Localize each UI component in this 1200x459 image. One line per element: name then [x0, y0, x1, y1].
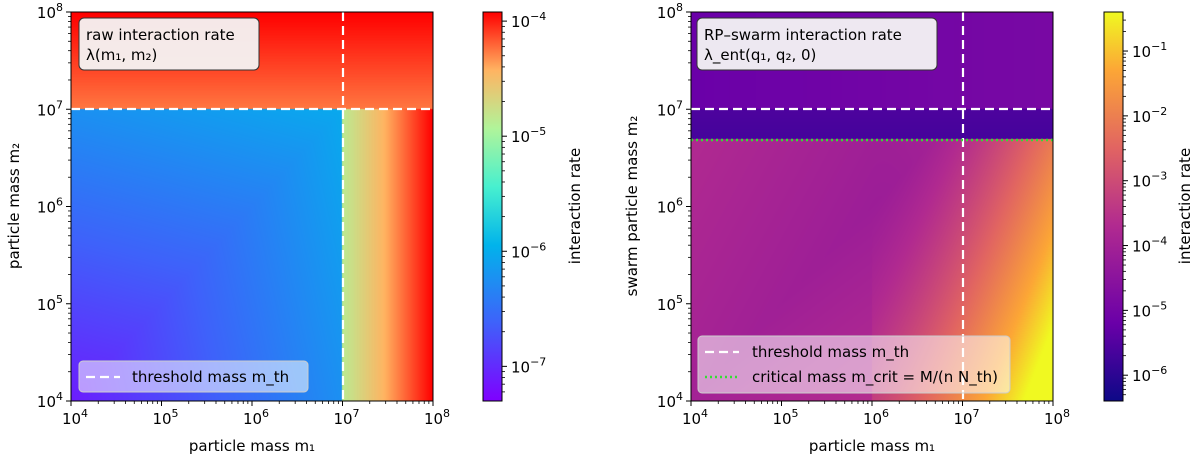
y-tick-label: 106 — [37, 196, 63, 217]
xlabel-left: particle mass m₁ — [189, 437, 315, 455]
colorbar-tick-label: 10−4 — [511, 10, 546, 31]
legend-right: threshold mass m_th critical mass m_crit… — [697, 335, 1011, 394]
annotation-right-line2: λ_ent(q₁, q₂, 0) — [704, 46, 816, 65]
colorbar-tick-label: 10−7 — [511, 355, 546, 376]
heatmap-left — [71, 12, 433, 401]
ylabel-left: particle mass m₂ — [5, 143, 23, 269]
legend-right-label-critical: critical mass m_crit = M/(n N_th) — [752, 368, 998, 387]
ticks-left: 104 105 106 107 108 104 105 106 107 108 — [37, 1, 450, 428]
x-tick-label: 108 — [424, 407, 450, 428]
colorbar-right-gradient — [1103, 11, 1124, 402]
annotation-left-line1: raw interaction rate — [86, 26, 235, 44]
y-tick-label: 106 — [657, 196, 683, 217]
colorbar-left-label: interaction rate — [566, 148, 584, 264]
x-tick-label: 104 — [62, 407, 88, 428]
colorbar-left: 10−4 10−5 10−6 10−7 interaction rate — [482, 10, 584, 402]
x-tick-label: 106 — [243, 407, 269, 428]
annotation-left-line2: λ(m₁, m₂) — [86, 46, 157, 64]
colorbar-left-ticks: 10−4 10−5 10−6 10−7 — [502, 10, 546, 393]
y-tick-label: 107 — [37, 98, 63, 119]
x-tick-label: 105 — [152, 407, 178, 428]
colorbar-left-gradient — [482, 11, 503, 402]
colorbar-right-ticks: 10−1 10−2 10−3 10−4 10−5 10−6 — [1123, 19, 1167, 396]
annotation-right: RP–swarm interaction rate λ_ent(q₁, q₂, … — [696, 17, 938, 71]
colorbar-tick-label: 10−5 — [511, 125, 546, 146]
x-tick-label: 107 — [333, 407, 359, 428]
panel-left: raw interaction rate λ(m₁, m₂) threshold… — [5, 1, 450, 455]
y-tick-label: 105 — [657, 293, 683, 314]
colorbar-tick-label: 10−6 — [1132, 364, 1167, 385]
y-tick-label: 104 — [657, 390, 683, 411]
panel-right: RP–swarm interaction rate λ_ent(q₁, q₂, … — [623, 1, 1070, 455]
colorbar-right: 10−1 10−2 10−3 10−4 10−5 10−6 interaction rat… — [1103, 11, 1194, 402]
x-tick-label: 105 — [772, 407, 798, 428]
legend-left: threshold mass m_th — [78, 360, 309, 393]
legend-right-label-threshold: threshold mass m_th — [752, 343, 909, 362]
colorbar-right-label: interaction rate — [1176, 148, 1194, 264]
x-tick-label: 108 — [1044, 407, 1070, 428]
y-tick-label: 108 — [37, 1, 63, 22]
y-tick-label: 108 — [657, 1, 683, 22]
annotation-right-line1: RP–swarm interaction rate — [704, 26, 902, 44]
colorbar-tick-label: 10−5 — [1132, 299, 1167, 320]
y-tick-label: 105 — [37, 293, 63, 314]
colorbar-tick-label: 10−6 — [511, 240, 546, 261]
x-tick-label: 104 — [682, 407, 708, 428]
legend-left-label: threshold mass m_th — [132, 368, 289, 387]
x-tick-label: 107 — [953, 407, 979, 428]
annotation-left: raw interaction rate λ(m₁, m₂) — [78, 17, 260, 71]
colorbar-tick-label: 10−3 — [1132, 170, 1167, 191]
colorbar-tick-label: 10−2 — [1132, 105, 1167, 126]
x-tick-label: 106 — [863, 407, 889, 428]
y-tick-label: 107 — [657, 98, 683, 119]
ylabel-right: swarm particle mass m₂ — [623, 116, 641, 297]
ticks-right: 104 105 106 107 108 104 105 106 107 108 — [657, 1, 1070, 428]
colorbar-tick-label: 10−1 — [1132, 40, 1167, 61]
y-tick-label: 104 — [37, 390, 63, 411]
colorbar-tick-label: 10−4 — [1132, 235, 1167, 256]
xlabel-right: particle mass m₁ — [809, 437, 935, 455]
